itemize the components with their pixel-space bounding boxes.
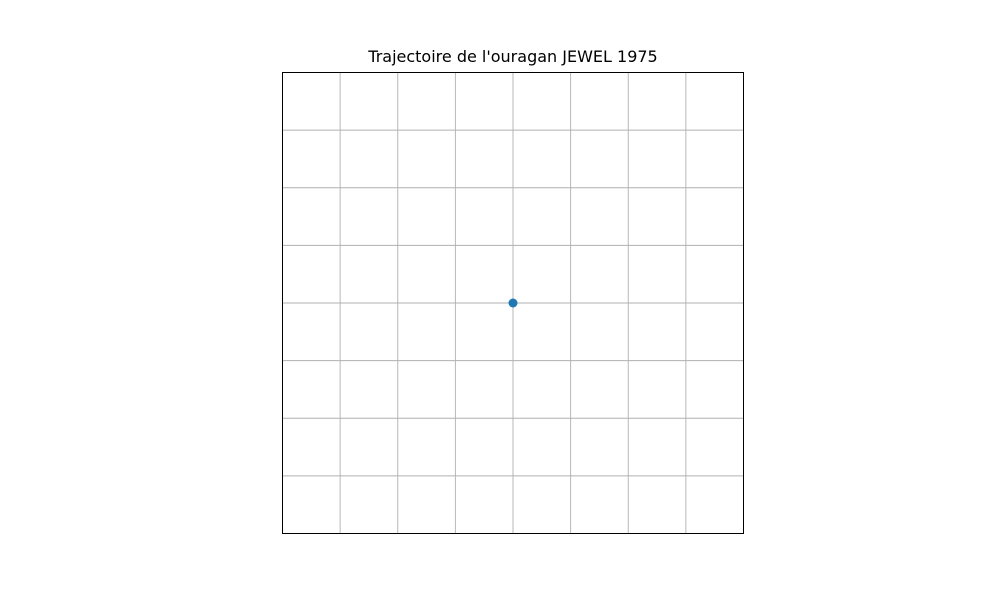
data-point [508,298,518,308]
axes-frame [282,72,744,534]
data-points [508,298,518,308]
chart-title: Trajectoire de l'ouragan JEWEL 1975 [368,47,658,66]
